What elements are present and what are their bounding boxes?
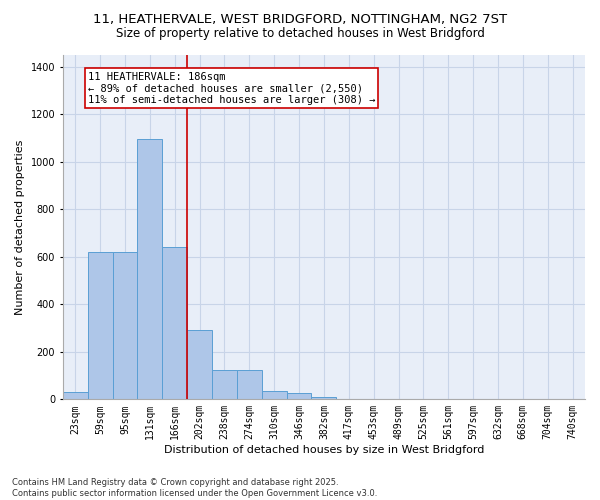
Bar bbox=[262, 391, 287, 400]
Bar bbox=[212, 370, 237, 400]
Bar bbox=[88, 252, 113, 400]
Bar bbox=[113, 252, 137, 400]
Text: 11, HEATHERVALE, WEST BRIDGFORD, NOTTINGHAM, NG2 7ST: 11, HEATHERVALE, WEST BRIDGFORD, NOTTING… bbox=[93, 12, 507, 26]
Text: Size of property relative to detached houses in West Bridgford: Size of property relative to detached ho… bbox=[116, 28, 484, 40]
Bar bbox=[63, 392, 88, 400]
Bar bbox=[311, 397, 337, 400]
X-axis label: Distribution of detached houses by size in West Bridgford: Distribution of detached houses by size … bbox=[164, 445, 484, 455]
Bar bbox=[287, 394, 311, 400]
Text: Contains HM Land Registry data © Crown copyright and database right 2025.
Contai: Contains HM Land Registry data © Crown c… bbox=[12, 478, 377, 498]
Bar bbox=[162, 248, 187, 400]
Bar bbox=[137, 140, 162, 400]
Text: 11 HEATHERVALE: 186sqm
← 89% of detached houses are smaller (2,550)
11% of semi-: 11 HEATHERVALE: 186sqm ← 89% of detached… bbox=[88, 72, 375, 105]
Y-axis label: Number of detached properties: Number of detached properties bbox=[15, 140, 25, 315]
Bar bbox=[187, 330, 212, 400]
Bar bbox=[237, 370, 262, 400]
